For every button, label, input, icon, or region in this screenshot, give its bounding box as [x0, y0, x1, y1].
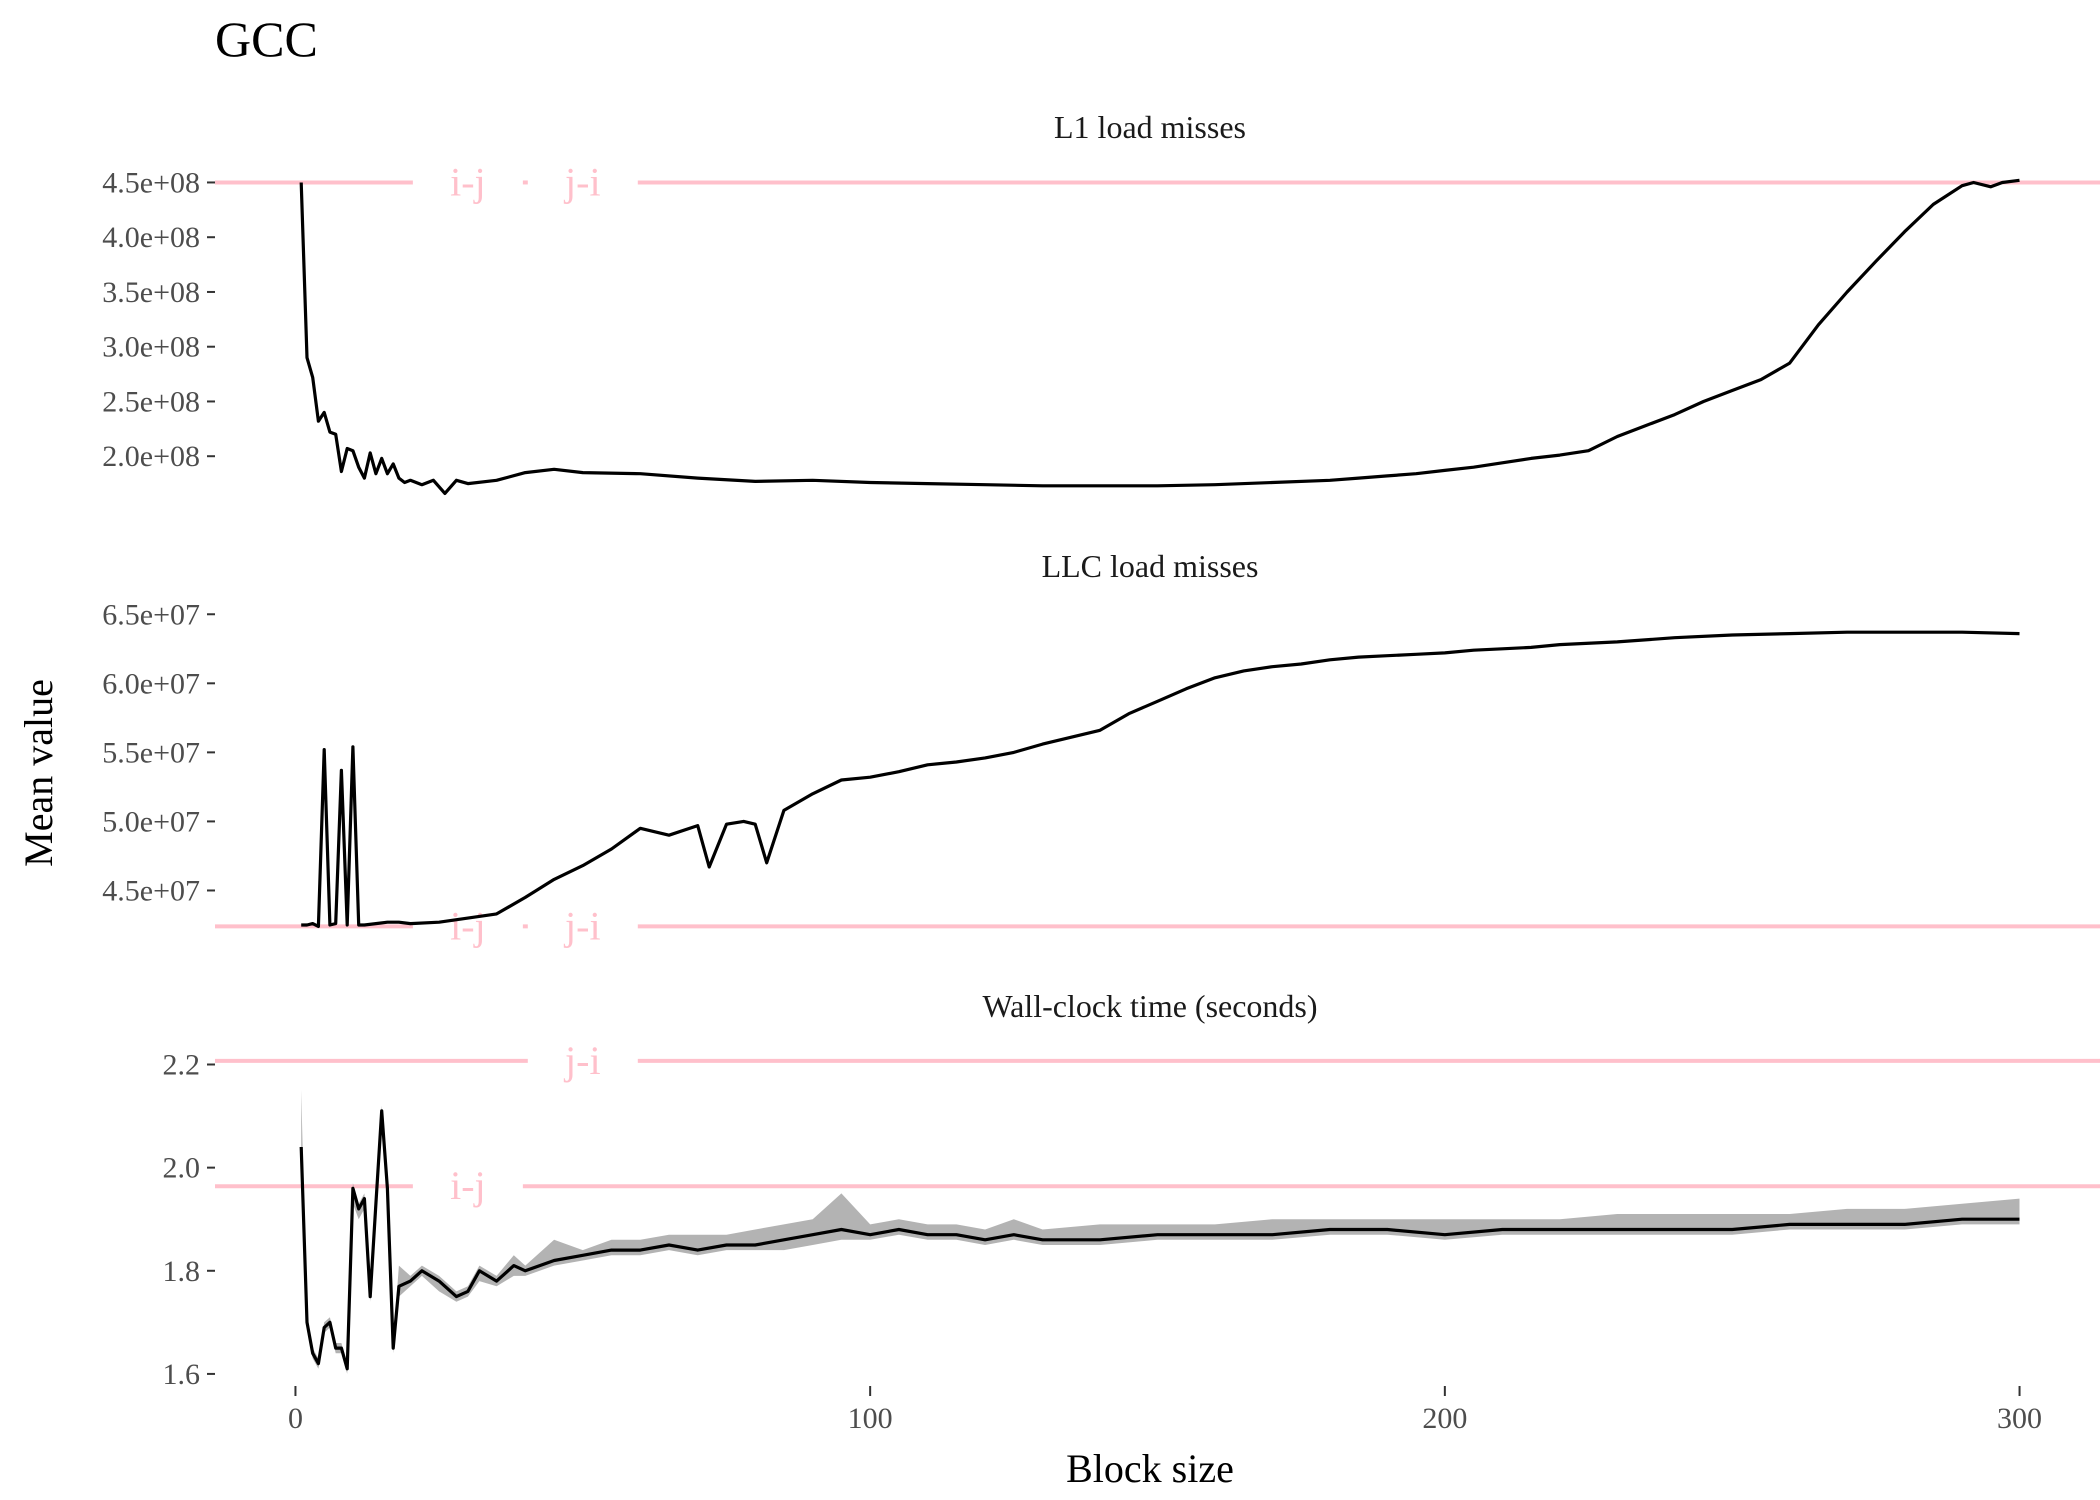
y-axis-wall: 1.6 1.8 2.0 2.2: [163, 1048, 215, 1391]
x-tick-label: 200: [1422, 1402, 1467, 1435]
reference-label-j-i-wall: j-i: [563, 1038, 601, 1083]
reference-label-j-i-llc: j-i: [563, 903, 601, 948]
plot-area-l1: [299, 178, 2020, 495]
y-axis-title: Mean value: [16, 679, 61, 867]
reference-lines-wall: j-i i-j: [215, 1038, 2100, 1208]
x-axis: 0 100 200 300: [288, 1386, 2042, 1435]
y-tick-label-llc: 5.0e+07: [102, 805, 200, 838]
y-tick-label-wall: 1.8: [163, 1255, 201, 1288]
y-tick-label-l1: 4.0e+08: [102, 221, 200, 254]
y-tick-label-llc: 6.0e+07: [102, 667, 200, 700]
reference-label-i-j-wall: i-j: [450, 1163, 486, 1208]
panel-l1: L1 load misses i-j j-i 2.0e+08 2.5e+08 3.0e…: [102, 109, 2100, 495]
chart-title: GCC: [215, 11, 318, 67]
series-line-l1: [299, 178, 2020, 495]
reference-label-i-j-l1: i-j: [450, 159, 486, 204]
reference-label-j-i-l1: j-i: [563, 159, 601, 204]
reference-label-i-j-llc: i-j: [450, 903, 486, 948]
x-axis-title: Block size: [1066, 1446, 1234, 1491]
y-tick-label-l1: 4.5e+08: [102, 166, 200, 199]
ribbon-wall: [301, 1090, 2020, 1374]
x-tick-label: 100: [848, 1402, 893, 1435]
y-tick-label-llc: 5.5e+07: [102, 736, 200, 769]
y-tick-label-wall: 1.6: [163, 1358, 201, 1391]
y-tick-label-l1: 3.0e+08: [102, 331, 200, 364]
panel-title-wall: Wall-clock time (seconds): [982, 988, 1317, 1024]
y-axis-l1: 2.0e+08 2.5e+08 3.0e+08 3.5e+08 4.0e+08 4.5e+…: [102, 166, 215, 473]
series-line-wall: [299, 1109, 2020, 1371]
y-tick-label-llc: 4.5e+07: [102, 874, 200, 907]
y-tick-label-l1: 2.5e+08: [102, 385, 200, 418]
y-axis-llc: 4.5e+07 5.0e+07 5.5e+07 6.0e+07 6.5e+07: [102, 598, 215, 907]
panel-title-l1: L1 load misses: [1054, 109, 1246, 145]
plot-area-llc: [301, 630, 2020, 929]
x-tick-label: 0: [288, 1402, 303, 1435]
y-tick-label-wall: 2.0: [163, 1152, 201, 1185]
reference-lines-l1: i-j j-i: [215, 159, 2100, 204]
panel-title-llc: LLC load misses: [1042, 548, 1259, 584]
y-tick-label-l1: 2.0e+08: [102, 440, 200, 473]
series-line-llc: [301, 630, 2020, 929]
panel-llc: LLC load misses i-j j-i 4.5e+07 5.0e+07 5.5…: [102, 548, 2100, 948]
plot-area-wall: [299, 1090, 2020, 1374]
y-tick-label-l1: 3.5e+08: [102, 276, 200, 309]
panel-wall: Wall-clock time (seconds) j-i i-j 1.6 1.8 2…: [163, 988, 2100, 1391]
x-tick-label: 300: [1997, 1402, 2042, 1435]
y-tick-label-llc: 6.5e+07: [102, 598, 200, 631]
reference-lines-llc: i-j j-i: [215, 903, 2100, 948]
y-tick-label-wall: 2.2: [163, 1048, 201, 1081]
